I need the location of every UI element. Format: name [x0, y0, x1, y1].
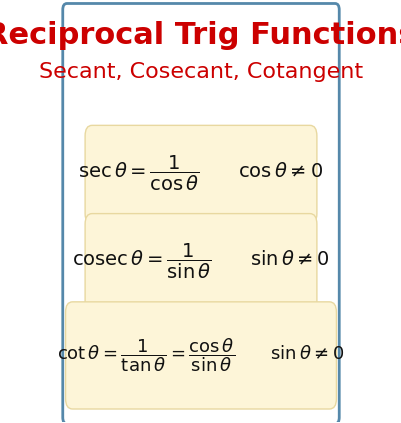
Text: Reciprocal Trig Functions: Reciprocal Trig Functions [0, 20, 401, 49]
Text: Secant, Cosecant, Cotangent: Secant, Cosecant, Cotangent [39, 62, 362, 82]
FancyBboxPatch shape [85, 214, 316, 312]
Text: $\cot\theta = \dfrac{1}{\tan\theta} = \dfrac{\cos\theta}{\sin\theta} \qquad \sin: $\cot\theta = \dfrac{1}{\tan\theta} = \d… [57, 336, 344, 374]
FancyBboxPatch shape [65, 302, 336, 409]
Text: $\mathrm{cosec}\,\theta = \dfrac{1}{\sin\theta} \qquad \sin\theta \neq 0$: $\mathrm{cosec}\,\theta = \dfrac{1}{\sin… [72, 242, 329, 281]
Text: $\sec\theta = \dfrac{1}{\cos\theta} \qquad \cos\theta \neq 0$: $\sec\theta = \dfrac{1}{\cos\theta} \qqu… [78, 154, 323, 193]
FancyBboxPatch shape [63, 3, 338, 423]
FancyBboxPatch shape [85, 125, 316, 224]
